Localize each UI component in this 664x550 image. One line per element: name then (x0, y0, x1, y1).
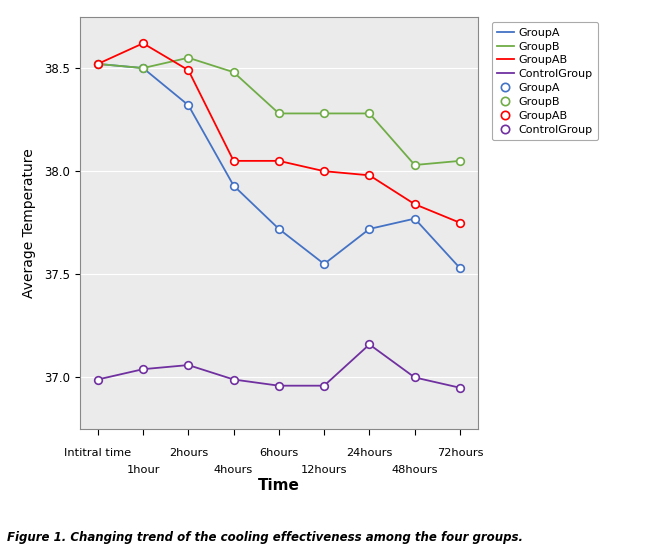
Text: Intitral time: Intitral time (64, 448, 131, 459)
Text: 4hours: 4hours (214, 465, 253, 475)
Text: 6hours: 6hours (259, 448, 299, 459)
Y-axis label: Average Temperature: Average Temperature (22, 148, 36, 298)
Text: 2hours: 2hours (169, 448, 208, 459)
Text: 1hour: 1hour (126, 465, 160, 475)
Text: 48hours: 48hours (392, 465, 438, 475)
Text: 12hours: 12hours (301, 465, 347, 475)
Text: 24hours: 24hours (346, 448, 392, 459)
Text: Figure 1. Changing trend of the cooling effectiveness among the four groups.: Figure 1. Changing trend of the cooling … (7, 531, 523, 544)
Legend: GroupA, GroupB, GroupAB, ControlGroup, GroupA, GroupB, GroupAB, ControlGroup: GroupA, GroupB, GroupAB, ControlGroup, G… (491, 22, 598, 140)
X-axis label: Time: Time (258, 478, 300, 493)
Text: 72hours: 72hours (437, 448, 483, 459)
